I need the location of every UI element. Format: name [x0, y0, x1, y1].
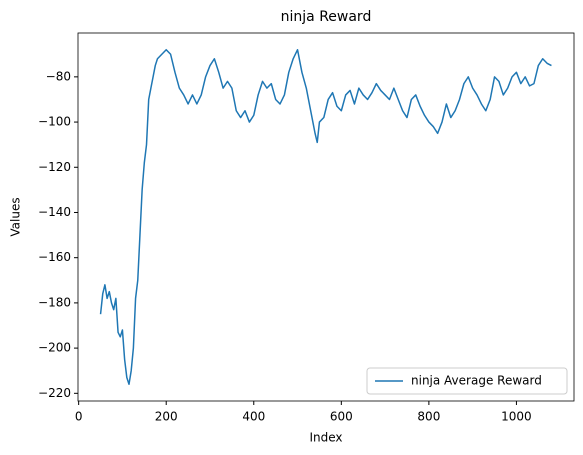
x-tick-label: 800: [417, 410, 440, 424]
x-tick-label: 400: [242, 410, 265, 424]
y-tick-label: −100: [38, 115, 71, 129]
y-tick-label: −160: [38, 250, 71, 264]
y-tick-label: −80: [46, 69, 71, 83]
legend-box: [366, 367, 568, 395]
x-tick-label: 1000: [501, 410, 532, 424]
x-axis-label: Index: [309, 431, 342, 445]
data-line: [99, 48, 552, 386]
x-tick-label: 600: [330, 410, 353, 424]
y-tick-label: −220: [38, 386, 71, 400]
legend-label: ninja Average Reward: [411, 374, 542, 388]
y-tick-label: −140: [38, 205, 71, 219]
y-tick-label: −200: [38, 341, 71, 355]
y-axis-label: Values: [9, 197, 23, 236]
chart-title: ninja Reward: [281, 9, 372, 25]
y-tick-label: −120: [38, 160, 71, 174]
x-tick-label: 200: [155, 410, 178, 424]
y-tick-label: −180: [38, 295, 71, 309]
plot-frame: [77, 32, 575, 402]
x-tick-label: 0: [75, 410, 83, 424]
